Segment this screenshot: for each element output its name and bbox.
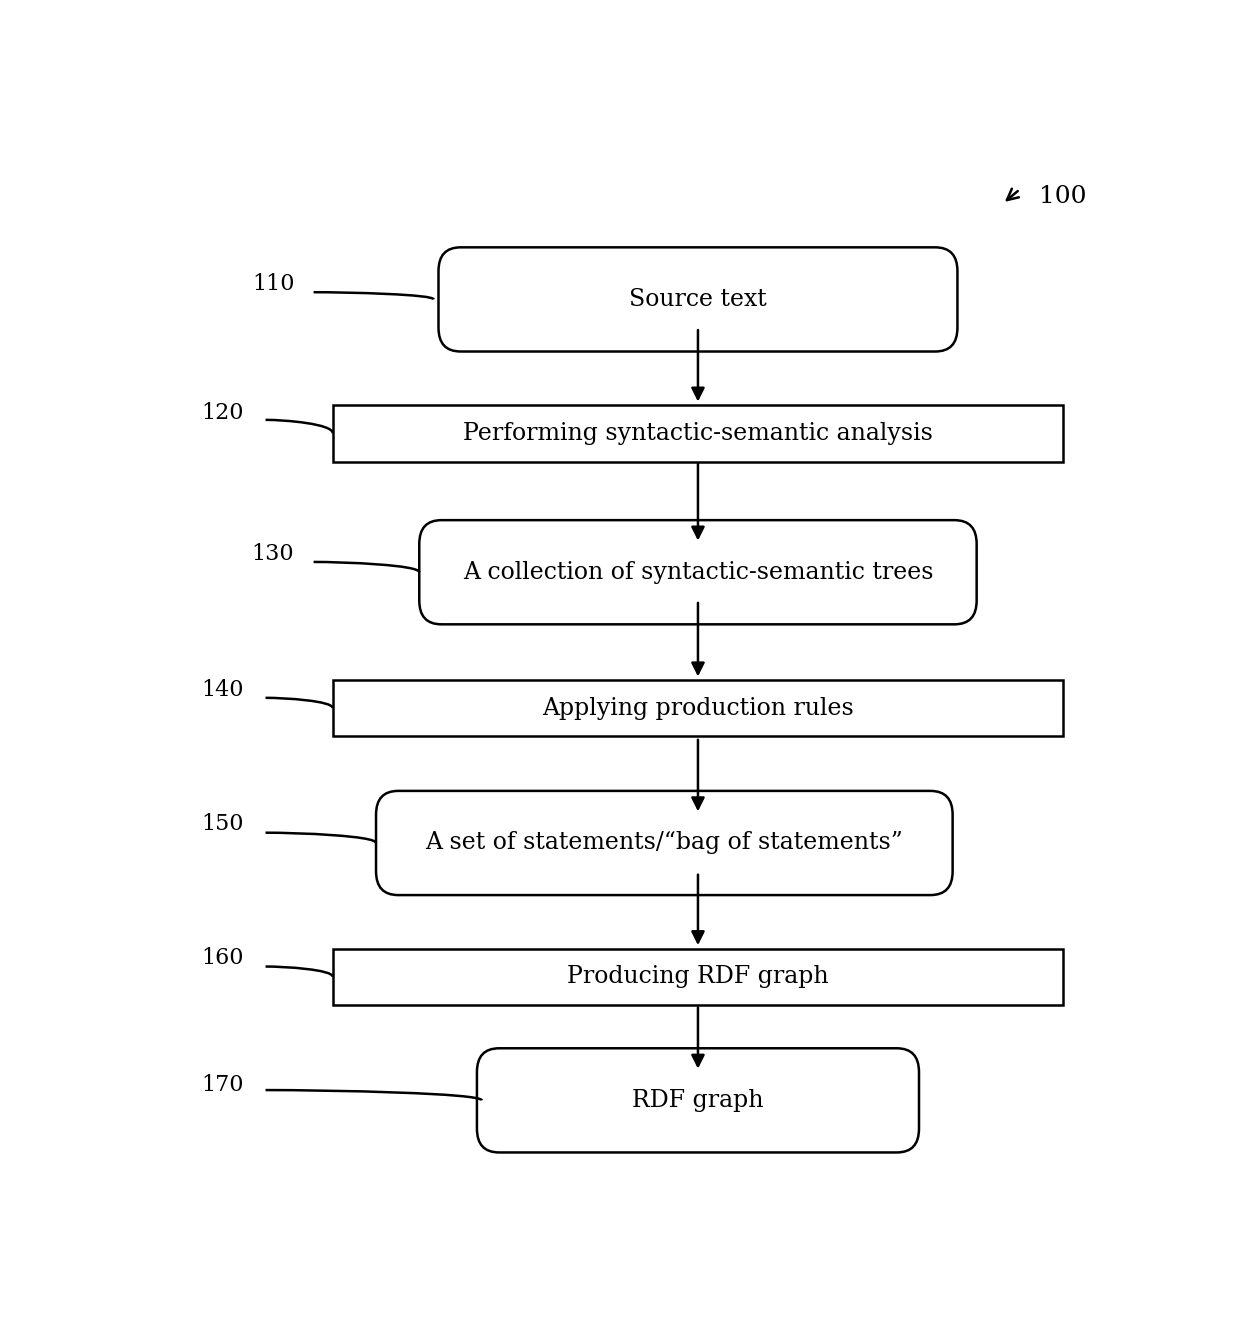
Bar: [332, 405, 1063, 461]
Text: A set of statements/“bag of statements”: A set of statements/“bag of statements”: [425, 832, 903, 854]
Bar: [332, 948, 1063, 1005]
Text: RDF graph: RDF graph: [632, 1088, 764, 1112]
Text: Applying production rules: Applying production rules: [542, 697, 854, 719]
Text: A collection of syntactic-semantic trees: A collection of syntactic-semantic trees: [463, 560, 934, 584]
FancyBboxPatch shape: [376, 792, 952, 894]
Text: Producing RDF graph: Producing RDF graph: [567, 965, 828, 988]
Text: 100: 100: [1039, 185, 1086, 209]
Text: 150: 150: [201, 813, 243, 836]
FancyBboxPatch shape: [419, 520, 977, 624]
Text: 140: 140: [201, 679, 243, 701]
Text: Performing syntactic-semantic analysis: Performing syntactic-semantic analysis: [463, 421, 932, 445]
FancyBboxPatch shape: [477, 1048, 919, 1152]
Bar: [332, 679, 1063, 737]
Text: 160: 160: [201, 948, 243, 969]
Text: Source text: Source text: [629, 287, 766, 312]
FancyBboxPatch shape: [439, 247, 957, 352]
Text: 170: 170: [201, 1074, 243, 1096]
Text: 120: 120: [201, 401, 243, 424]
Text: 110: 110: [252, 273, 294, 295]
Text: 130: 130: [252, 543, 294, 564]
